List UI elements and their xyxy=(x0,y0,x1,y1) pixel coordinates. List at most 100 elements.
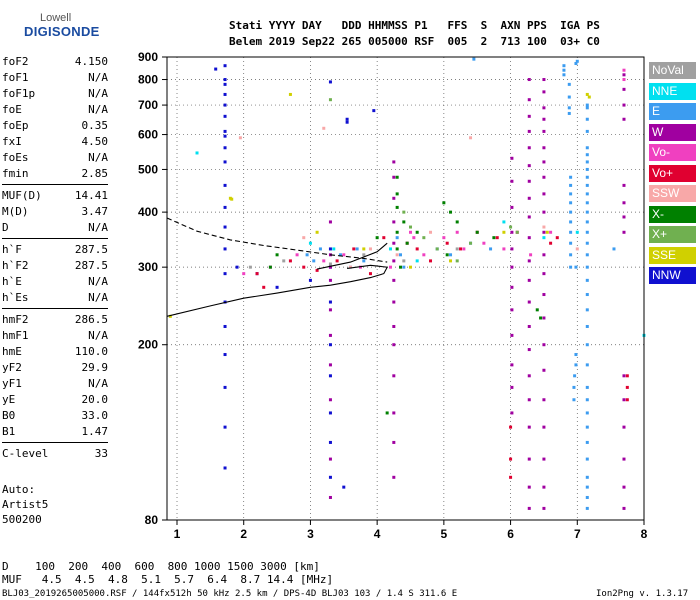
legend-nnw: NNW xyxy=(649,267,696,284)
echo-mark-w xyxy=(527,278,531,282)
header-labels: Stati YYYY DAY DDD HHMMSS P1 FFS S AXN P… xyxy=(229,19,600,32)
d-row: D 100 200 400 600 800 1000 1500 3000 [km… xyxy=(2,560,320,573)
param-h-e: h`E N/A xyxy=(2,274,108,290)
echo-mark-nnw xyxy=(223,425,227,429)
param-name: h`F xyxy=(2,243,22,256)
echo-mark-nnw xyxy=(372,109,376,113)
echo-mark-e xyxy=(585,475,589,479)
echo-mark-nnw xyxy=(345,120,349,124)
echo-mark-sse xyxy=(545,230,549,234)
echo-mark-e xyxy=(585,278,589,282)
echo-mark-w xyxy=(510,265,514,269)
axis-ticks: 1 2 3 4 5 6 7 8 80 200 300 400 500 600 700 800 900 xyxy=(138,50,648,541)
echo-mark-w xyxy=(527,398,531,402)
x-tick-label-8: 8 xyxy=(641,527,648,541)
param-value: 4.150 xyxy=(74,55,108,68)
y-tick-label-600: 600 xyxy=(138,128,158,142)
echo-mark-x- xyxy=(422,236,426,240)
echo-mark-w xyxy=(527,164,531,168)
auto-label: Auto: xyxy=(2,483,36,496)
echo-mark-x- xyxy=(268,265,272,269)
echo-mark-vo- xyxy=(445,241,449,245)
legend-ssw: SSW xyxy=(649,185,696,202)
param-name: C-level xyxy=(2,447,49,460)
echo-mark-x- xyxy=(395,192,399,196)
echo-mark-e xyxy=(585,343,589,347)
echo-mark-w xyxy=(392,374,396,378)
y-tick-label-400: 400 xyxy=(138,205,158,219)
legend-x-: X- xyxy=(649,205,696,223)
echo-mark-e xyxy=(312,259,316,263)
param-name: foE xyxy=(2,103,22,116)
legend-w: W xyxy=(649,123,696,141)
param-h-f2: h`F2 287.5 xyxy=(2,258,108,274)
param-name: foEp xyxy=(2,119,29,132)
echo-mark-w xyxy=(392,220,396,224)
echo-mark-w xyxy=(622,425,626,429)
echo-mark-sse xyxy=(315,230,319,234)
echo-mark-e xyxy=(572,385,576,389)
echo-mark-x- xyxy=(395,230,399,234)
echo-mark-vo- xyxy=(529,253,533,257)
echo-mark-vo- xyxy=(295,253,299,257)
param-name: B0 xyxy=(2,409,16,422)
echo-mark-e xyxy=(395,236,399,240)
param-ye: yE 20.0 xyxy=(2,392,108,408)
echo-mark-e xyxy=(569,230,573,234)
echo-mark-w xyxy=(542,425,546,429)
x-tick-label-7: 7 xyxy=(574,527,581,541)
echo-mark-w xyxy=(510,411,514,415)
echo-mark-w xyxy=(542,457,546,461)
y-tick-label-300: 300 xyxy=(138,260,158,274)
echo-mark-nnw xyxy=(223,134,227,138)
echo-mark-e xyxy=(305,253,309,257)
echo-mark-e xyxy=(569,175,573,179)
echo-mark-w xyxy=(527,179,531,183)
echo-mark-vo- xyxy=(625,398,629,402)
echo-mark-e xyxy=(585,241,589,245)
param-name: hmF2 xyxy=(2,313,29,326)
autoscaling-info: Auto: Artist5 500200 xyxy=(2,482,48,527)
echo-mark-e xyxy=(449,253,453,257)
param-value: 29.9 xyxy=(81,361,109,374)
echo-mark-nnw xyxy=(328,247,332,251)
echo-mark-w xyxy=(622,485,626,489)
param-h-f: h`F 287.5 xyxy=(2,242,108,258)
echo-mark-w xyxy=(542,230,546,234)
param-value: 20.0 xyxy=(81,393,109,406)
param-value: 287.5 xyxy=(74,243,108,256)
echo-mark-e xyxy=(585,103,589,107)
echo-mark-e xyxy=(569,201,573,205)
echo-mark-nne xyxy=(502,220,506,224)
param-name: h`Es xyxy=(2,291,29,304)
param-value: N/A xyxy=(88,329,108,342)
param-value: 33.0 xyxy=(81,409,109,422)
y-tick-label-900: 900 xyxy=(138,50,158,64)
logo-digisonde: DIGISONDE xyxy=(24,24,100,39)
echo-mark-ssw xyxy=(542,225,546,229)
echo-mark-w xyxy=(527,215,531,219)
logo-lowell: Lowell xyxy=(40,12,72,24)
echo-mark-w xyxy=(622,230,626,234)
echo-mark-sse xyxy=(230,197,234,201)
y-tick-label-200: 200 xyxy=(138,338,158,352)
echo-mark-e xyxy=(569,253,573,257)
echo-mark-vo- xyxy=(502,247,506,251)
echo-mark-vo- xyxy=(625,374,629,378)
param-value: 0.35 xyxy=(81,119,109,132)
echo-mark-w xyxy=(328,363,332,367)
echo-mark-e xyxy=(585,230,589,234)
echo-mark-w xyxy=(510,179,514,183)
echo-mark-w xyxy=(328,278,332,282)
x-tick-label-4: 4 xyxy=(374,527,381,541)
echo-mark-w xyxy=(392,160,396,164)
param-value: N/A xyxy=(88,151,108,164)
echo-mark-x- xyxy=(375,236,379,240)
echo-mark-e xyxy=(585,506,589,510)
echo-mark-w xyxy=(542,343,546,347)
echo-mark-noval xyxy=(328,262,332,266)
echo-mark-vo- xyxy=(388,265,392,269)
echo-mark-nnw xyxy=(223,385,227,389)
echo-mark-e xyxy=(585,457,589,461)
auto-artist: Artist5 xyxy=(2,498,49,511)
